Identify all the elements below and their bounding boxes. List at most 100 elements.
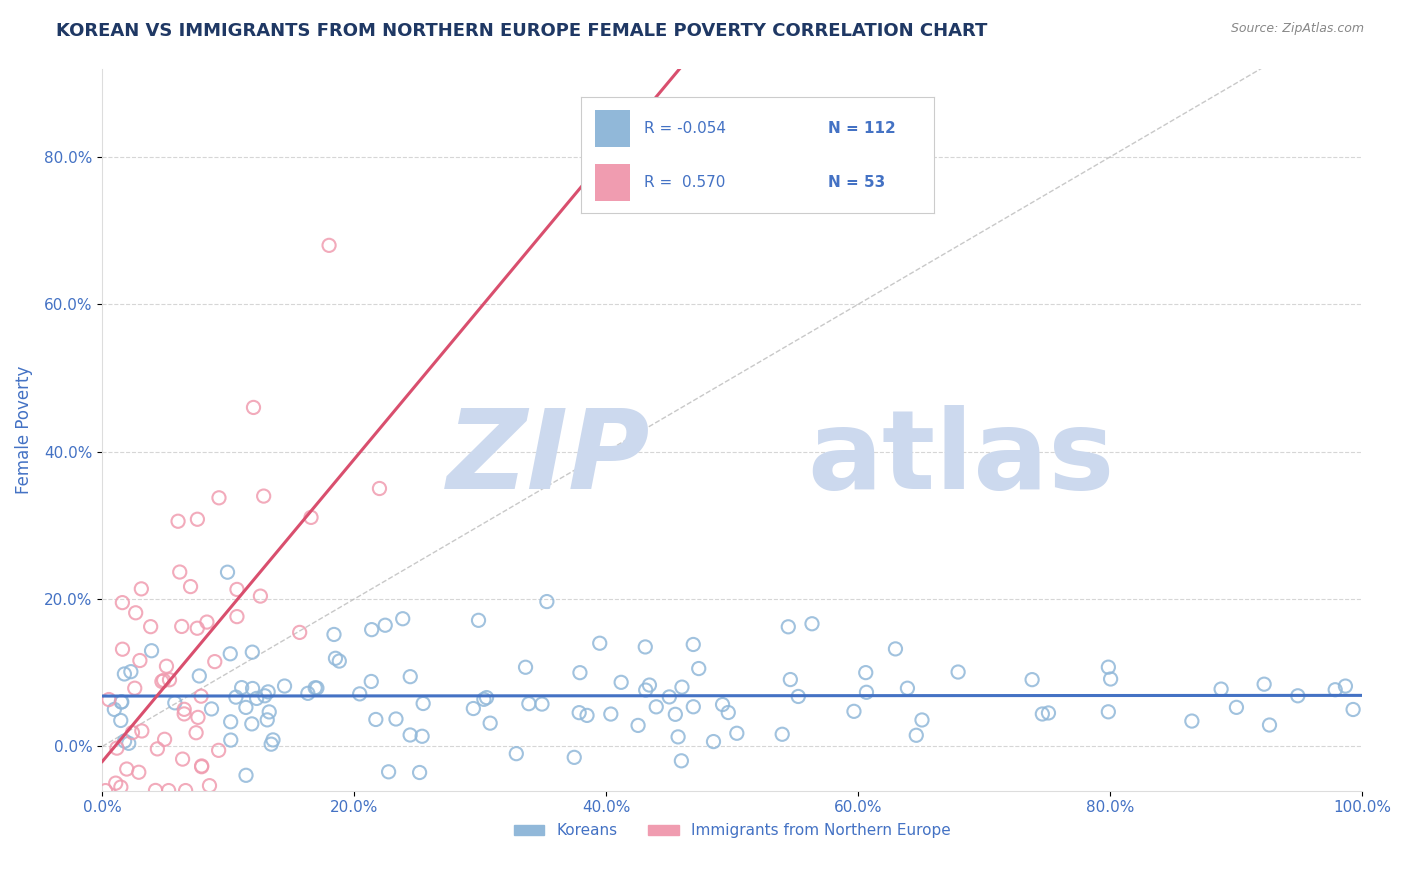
Point	[139, 620, 162, 634]
Point	[121, 725, 143, 739]
Point	[568, 665, 591, 680]
Point	[610, 675, 633, 690]
Point	[186, 512, 208, 526]
Point	[411, 729, 433, 743]
Point	[304, 681, 326, 695]
Point	[235, 700, 257, 714]
Point	[288, 625, 311, 640]
Point	[568, 706, 591, 720]
Point	[145, 783, 167, 797]
Point	[246, 691, 269, 706]
Point	[273, 679, 295, 693]
Point	[200, 702, 222, 716]
Point	[1038, 706, 1060, 720]
Point	[576, 708, 599, 723]
Point	[634, 640, 657, 654]
Point	[305, 681, 328, 695]
Point	[184, 725, 207, 739]
Point	[530, 697, 553, 711]
Point	[368, 482, 391, 496]
Point	[1258, 718, 1281, 732]
Point	[666, 730, 689, 744]
Point	[190, 689, 212, 703]
Point	[225, 690, 247, 705]
Point	[634, 683, 657, 698]
Point	[658, 690, 681, 704]
Point	[226, 582, 249, 597]
Point	[226, 609, 249, 624]
Point	[475, 690, 498, 705]
Point	[131, 582, 153, 596]
Point	[377, 764, 399, 779]
Point	[190, 759, 212, 773]
Point	[219, 714, 242, 729]
Point	[257, 705, 280, 719]
Point	[150, 674, 173, 689]
Point	[725, 726, 748, 740]
Point	[589, 636, 612, 650]
Point	[159, 673, 181, 687]
Point	[1253, 677, 1275, 691]
Point	[187, 710, 209, 724]
Point	[1225, 700, 1247, 714]
Point	[110, 714, 132, 728]
Point	[110, 780, 132, 794]
Point	[94, 783, 117, 797]
Point	[256, 713, 278, 727]
Point	[157, 783, 180, 797]
Point	[905, 728, 928, 742]
Text: KOREAN VS IMMIGRANTS FROM NORTHERN EUROPE FEMALE POVERTY CORRELATION CHART: KOREAN VS IMMIGRANTS FROM NORTHERN EUROP…	[56, 22, 987, 40]
Point	[627, 718, 650, 732]
Point	[855, 685, 877, 699]
Point	[219, 733, 242, 747]
Point	[671, 680, 693, 694]
Point	[128, 653, 150, 667]
Point	[842, 704, 865, 718]
Point	[360, 674, 382, 689]
Point	[1334, 679, 1357, 693]
Point	[688, 661, 710, 675]
Legend: Koreans, Immigrants from Northern Europe: Koreans, Immigrants from Northern Europe	[508, 817, 956, 845]
Point	[297, 686, 319, 700]
Point	[240, 717, 263, 731]
Point	[235, 768, 257, 782]
Point	[257, 685, 280, 699]
Point	[1021, 673, 1043, 687]
Point	[97, 692, 120, 706]
Point	[1324, 682, 1347, 697]
Point	[855, 665, 877, 680]
Point	[412, 697, 434, 711]
Point	[249, 589, 271, 603]
Point	[664, 707, 686, 722]
Y-axis label: Female Poverty: Female Poverty	[15, 366, 32, 494]
Point	[671, 754, 693, 768]
Point	[360, 623, 382, 637]
Point	[896, 681, 918, 696]
Point	[111, 642, 134, 657]
Point	[645, 699, 668, 714]
Point	[262, 732, 284, 747]
Point	[1341, 702, 1364, 716]
Point	[167, 514, 190, 528]
Point	[325, 651, 347, 665]
Point	[505, 747, 527, 761]
Point	[111, 596, 134, 610]
Point	[479, 716, 502, 731]
Point	[204, 655, 226, 669]
Point	[174, 783, 197, 797]
Text: atlas: atlas	[807, 405, 1115, 512]
Point	[112, 667, 135, 681]
Point	[682, 699, 704, 714]
Point	[253, 689, 276, 703]
Point	[173, 706, 195, 721]
Point	[399, 728, 422, 742]
Text: Source: ZipAtlas.com: Source: ZipAtlas.com	[1230, 22, 1364, 36]
Point	[884, 641, 907, 656]
Point	[240, 645, 263, 659]
Point	[385, 712, 408, 726]
Point	[207, 743, 229, 757]
Point	[104, 776, 127, 790]
Point	[231, 681, 253, 695]
Point	[172, 752, 194, 766]
Point	[408, 765, 430, 780]
